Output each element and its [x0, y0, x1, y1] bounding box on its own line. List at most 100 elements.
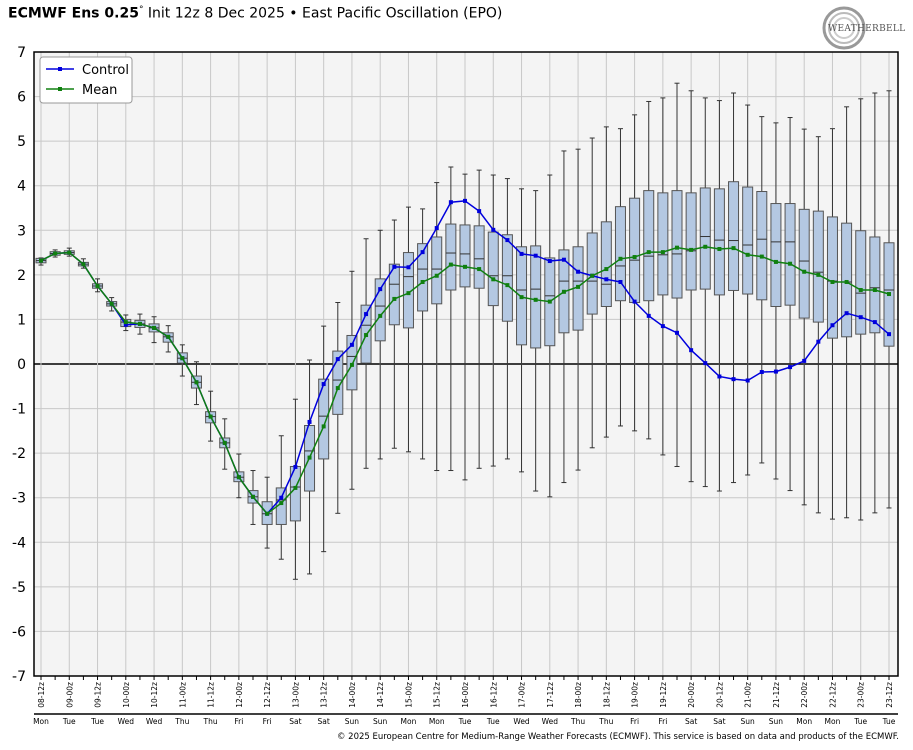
iqr-box: [742, 186, 754, 295]
mean-point: [872, 288, 877, 293]
mean-point: [166, 334, 171, 339]
day-label: Thu: [598, 717, 613, 726]
mean-point: [576, 284, 581, 289]
control-point: [420, 250, 425, 255]
day-label: Sat: [713, 717, 725, 726]
mean-point: [364, 333, 369, 338]
iqr-box: [402, 252, 414, 329]
ensemble-box: [756, 116, 768, 464]
mean-point: [406, 291, 411, 296]
iqr-box: [501, 234, 513, 322]
control-point: [759, 370, 764, 375]
x-tick-label: 15-12z: [433, 682, 442, 708]
x-tick-label: 14-12z: [376, 682, 385, 708]
chart-title: ECMWF Ens 0.25° Init 12z 8 Dec 2025 • Ea…: [8, 5, 502, 22]
day-label: Wed: [118, 717, 135, 726]
iqr-box: [318, 378, 330, 460]
y-tick-label: -1: [12, 402, 26, 418]
x-tick-label: 16-12z: [489, 682, 498, 708]
weatherbell-logo: WEATHERBELL: [816, 6, 905, 50]
day-label: Sun: [769, 717, 784, 726]
mean-point: [604, 267, 609, 272]
mean-point: [632, 255, 637, 260]
control-point: [406, 265, 411, 270]
mean-point: [307, 455, 312, 460]
x-tick-label: 08-12z: [37, 682, 46, 708]
mean-point: [675, 245, 679, 250]
x-tick-label: 16-00z: [461, 682, 470, 708]
mean-point: [561, 289, 566, 294]
x-tick-label: 22-00z: [800, 682, 809, 708]
y-tick-label: -5: [12, 580, 26, 596]
legend: Control Mean: [39, 56, 133, 104]
iqr-box: [431, 236, 443, 305]
x-tick-label: 10-12z: [150, 682, 159, 708]
iqr-box: [445, 223, 457, 291]
x-tick-label: 21-12z: [772, 682, 781, 708]
mean-point: [194, 380, 199, 385]
mean-point: [844, 279, 849, 284]
day-label: Wed: [513, 717, 530, 726]
ensemble-box: [530, 190, 542, 492]
control-point: [773, 369, 778, 374]
mean-point: [378, 313, 383, 318]
y-tick-label: 7: [17, 45, 26, 61]
mean-point: [152, 325, 157, 330]
day-label: Sun: [373, 717, 388, 726]
x-tick-label: 11-00z: [178, 682, 187, 708]
control-point: [378, 287, 383, 292]
control-point: [858, 315, 863, 320]
mean-point: [477, 267, 482, 272]
plot-border: [33, 51, 899, 677]
iqr-box: [459, 224, 471, 288]
x-tick-label: 09-00z: [65, 682, 74, 708]
x-tick-label: 13-12z: [320, 682, 329, 708]
control-point: [505, 238, 510, 243]
day-label: Tue: [853, 717, 867, 726]
x-tick-label: 20-12z: [715, 682, 724, 708]
control-point: [392, 264, 397, 269]
ensemble-box: [657, 97, 669, 456]
day-label: Sun: [741, 717, 756, 726]
control-point: [335, 357, 340, 362]
logo-swirl-icon: [822, 6, 866, 50]
mean-point: [887, 292, 891, 297]
control-point: [519, 251, 524, 256]
ensemble-box: [770, 122, 782, 480]
control-point: [703, 361, 708, 366]
iqr-box: [487, 231, 499, 307]
control-point: [279, 495, 284, 500]
x-tick-label: 22-12z: [828, 682, 837, 708]
control-point: [844, 311, 849, 316]
control-point: [660, 324, 665, 329]
control-point: [646, 313, 651, 318]
control-point: [364, 312, 369, 317]
y-tick-label: 3: [17, 223, 26, 239]
control-point: [872, 320, 877, 325]
mean-point: [335, 386, 340, 391]
day-label: Tue: [90, 717, 104, 726]
control-point: [816, 339, 821, 344]
control-point: [632, 299, 637, 304]
day-label: Mon: [401, 717, 417, 726]
mean-point: [293, 485, 298, 490]
mean-point: [491, 277, 496, 282]
control-point: [576, 269, 581, 274]
day-label: Thu: [203, 717, 218, 726]
ensemble-box: [431, 182, 443, 472]
control-point: [675, 330, 679, 335]
control-point: [618, 279, 623, 284]
day-label: Thu: [570, 717, 585, 726]
mean-point: [208, 414, 213, 419]
iqr-box: [388, 263, 400, 326]
control-point: [887, 332, 891, 337]
control-point: [689, 348, 694, 353]
mean-point: [505, 283, 510, 288]
iqr-box: [657, 192, 669, 296]
day-label: Tue: [458, 717, 472, 726]
mean-point: [53, 251, 58, 256]
y-tick-label: 0: [17, 357, 26, 373]
ensemble-box: [742, 104, 754, 476]
ensemble-box: [713, 100, 725, 492]
iqr-box: [699, 187, 711, 290]
